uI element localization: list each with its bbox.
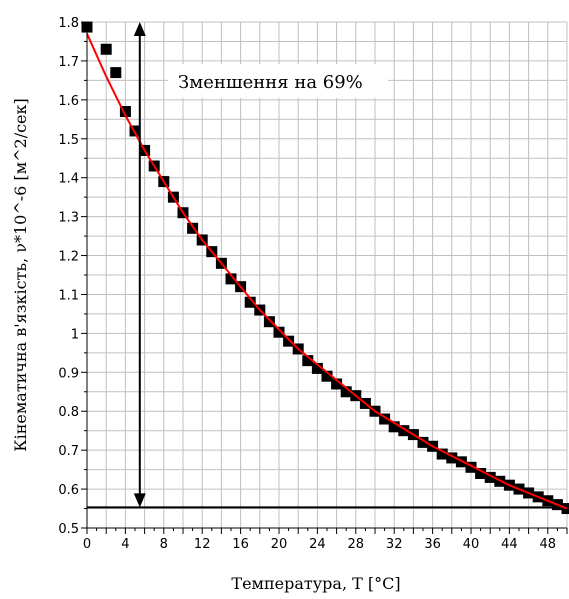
x-tick-label: 20 xyxy=(271,537,288,552)
y-tick-label: 0.6 xyxy=(58,483,79,498)
y-tick-label: 1.8 xyxy=(58,16,79,31)
grid-lines xyxy=(86,21,568,529)
y-tick-label: 1.1 xyxy=(58,288,79,303)
data-point xyxy=(417,436,429,448)
data-point xyxy=(484,471,496,483)
data-point xyxy=(321,370,333,382)
y-tick-label: 1.5 xyxy=(58,133,79,148)
x-tick-labels: 0 4 8 12 16 20 24 28 32 36 40 44 48 xyxy=(83,537,556,552)
data-point xyxy=(110,67,122,79)
annotation-box xyxy=(168,64,388,98)
y-tick-label: 1 xyxy=(71,327,79,342)
x-tick-label: 40 xyxy=(463,537,480,552)
data-point xyxy=(100,43,112,55)
y-tick-label: 0.8 xyxy=(58,405,79,420)
data-point xyxy=(119,106,131,118)
y-tick-label: 0.9 xyxy=(58,366,79,381)
y-tick-label: 0.5 xyxy=(58,522,79,537)
annotation-text: Зменшення на 69% xyxy=(178,72,363,93)
reduction-arrow xyxy=(133,22,146,508)
data-point xyxy=(244,296,256,308)
y-tick-label: 1.7 xyxy=(58,55,79,70)
data-point xyxy=(263,316,275,328)
y-tick-label: 0.7 xyxy=(58,444,79,459)
arrow-head-up xyxy=(133,22,146,36)
y-tick-label: 1.4 xyxy=(58,172,79,187)
data-point xyxy=(283,335,295,347)
data-point xyxy=(302,355,314,367)
x-tick-label: 48 xyxy=(540,537,557,552)
data-point xyxy=(475,468,487,480)
data-point xyxy=(331,378,343,390)
y-axis-title: Кінематична в'язкість, ν*10^-6 [м^2/сек] xyxy=(11,98,30,452)
x-tick-label: 4 xyxy=(121,537,129,552)
data-point xyxy=(379,413,391,425)
x-tick-label: 12 xyxy=(194,537,211,552)
x-tick-label: 44 xyxy=(501,537,518,552)
data-point xyxy=(388,421,400,433)
data-point xyxy=(446,452,458,464)
x-tick-label: 0 xyxy=(83,537,91,552)
y-tick-labels: 0.5 0.6 0.7 0.8 0.9 1 1.1 1.2 1.3 1.4 1.5 1.6 1.7 1.8 xyxy=(58,16,79,537)
data-point xyxy=(465,461,477,473)
data-point xyxy=(436,448,448,460)
y-tick-label: 1.3 xyxy=(58,211,79,226)
y-tick-label: 1.6 xyxy=(58,94,79,109)
y-tick-label: 1.2 xyxy=(58,250,79,265)
x-tick-label: 32 xyxy=(386,537,403,552)
x-axis-title: Температура, T [°C] xyxy=(231,574,400,593)
data-point xyxy=(187,222,199,234)
data-point xyxy=(273,326,285,338)
fit-line-group xyxy=(86,33,568,510)
x-tick-label: 24 xyxy=(309,537,326,552)
data-point xyxy=(398,425,410,437)
arrow-head-down xyxy=(133,493,146,508)
x-tick-label: 28 xyxy=(348,537,365,552)
x-tick-label: 36 xyxy=(424,537,441,552)
data-point xyxy=(311,362,323,374)
data-point xyxy=(225,273,237,285)
x-tick-label: 16 xyxy=(232,537,249,552)
fit-line xyxy=(86,33,568,510)
x-tick-label: 8 xyxy=(160,537,168,552)
data-point xyxy=(340,386,352,398)
